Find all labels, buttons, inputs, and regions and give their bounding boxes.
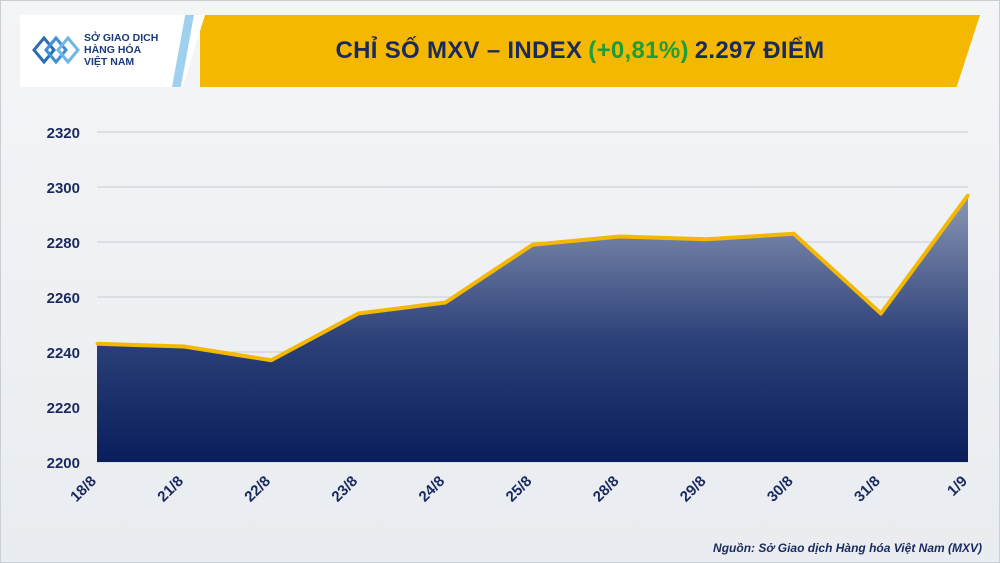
data-point-18-8 <box>95 342 99 346</box>
title-banner <box>200 15 980 87</box>
y-tick-label: 2280 <box>47 235 80 252</box>
chart-title: CHỈ SỐ MXV – INDEX (+0,81%) 2.297 ĐIỂM <box>200 15 960 87</box>
y-tick-label: 2300 <box>47 180 80 197</box>
y-tick-label: 2240 <box>47 345 80 362</box>
data-point-24-8 <box>443 301 447 304</box>
source-note: Nguồn: Sở Giao dịch Hàng hóa Việt Nam (M… <box>713 541 982 555</box>
logo-line-1: SỞ GIAO DỊCH <box>84 32 159 44</box>
y-tick-label: 2220 <box>47 400 80 417</box>
data-point-21-8 <box>182 345 186 348</box>
x-tick-label: 18/8 <box>67 473 100 506</box>
x-tick-label: 1/9 <box>944 473 971 500</box>
title-suffix: 2.297 ĐIỂM <box>694 37 825 64</box>
title-change: (+0,81%) <box>588 37 689 64</box>
data-point-30-8 <box>792 232 796 236</box>
area-fill <box>97 195 968 462</box>
logo-text: SỞ GIAO DỊCH HÀNG HÓA VIỆT NAM <box>84 32 184 68</box>
mxv-logo-icon <box>32 35 80 65</box>
x-tick-label: 22/8 <box>241 473 274 506</box>
x-axis-ticks: 18/8 21/8 22/8 23/8 24/8 25/8 28/8 29/8 30/8 31/8… <box>67 473 971 506</box>
data-point-22-8 <box>269 358 273 362</box>
x-tick-label: 30/8 <box>764 473 797 506</box>
x-tick-label: 24/8 <box>416 473 449 506</box>
data-point-23-8 <box>356 312 360 315</box>
data-point-25-8 <box>531 243 534 247</box>
x-tick-label: 28/8 <box>590 473 623 506</box>
x-tick-label: 31/8 <box>851 473 884 506</box>
data-point-31-8 <box>879 312 883 315</box>
title-prefix: CHỈ SỐ MXV – INDEX <box>335 37 583 64</box>
x-tick-label: 29/8 <box>677 473 710 506</box>
x-tick-label: 23/8 <box>328 473 361 506</box>
y-tick-label: 2260 <box>47 290 80 307</box>
y-tick-label: 2200 <box>47 455 80 472</box>
x-tick-label: 25/8 <box>503 473 536 506</box>
data-point-28-8 <box>618 235 622 238</box>
y-axis-ticks: 2200 2220 2240 2260 2280 2300 2320 <box>47 125 80 472</box>
logo-line-3: VIỆT NAM <box>84 56 135 68</box>
data-point-29-8 <box>705 237 709 241</box>
x-tick-label: 21/8 <box>154 473 187 506</box>
data-point-1-9 <box>966 193 970 197</box>
y-tick-label: 2320 <box>47 125 80 142</box>
logo-box <box>20 15 205 87</box>
logo-line-2: HÀNG HÓA <box>84 44 142 56</box>
